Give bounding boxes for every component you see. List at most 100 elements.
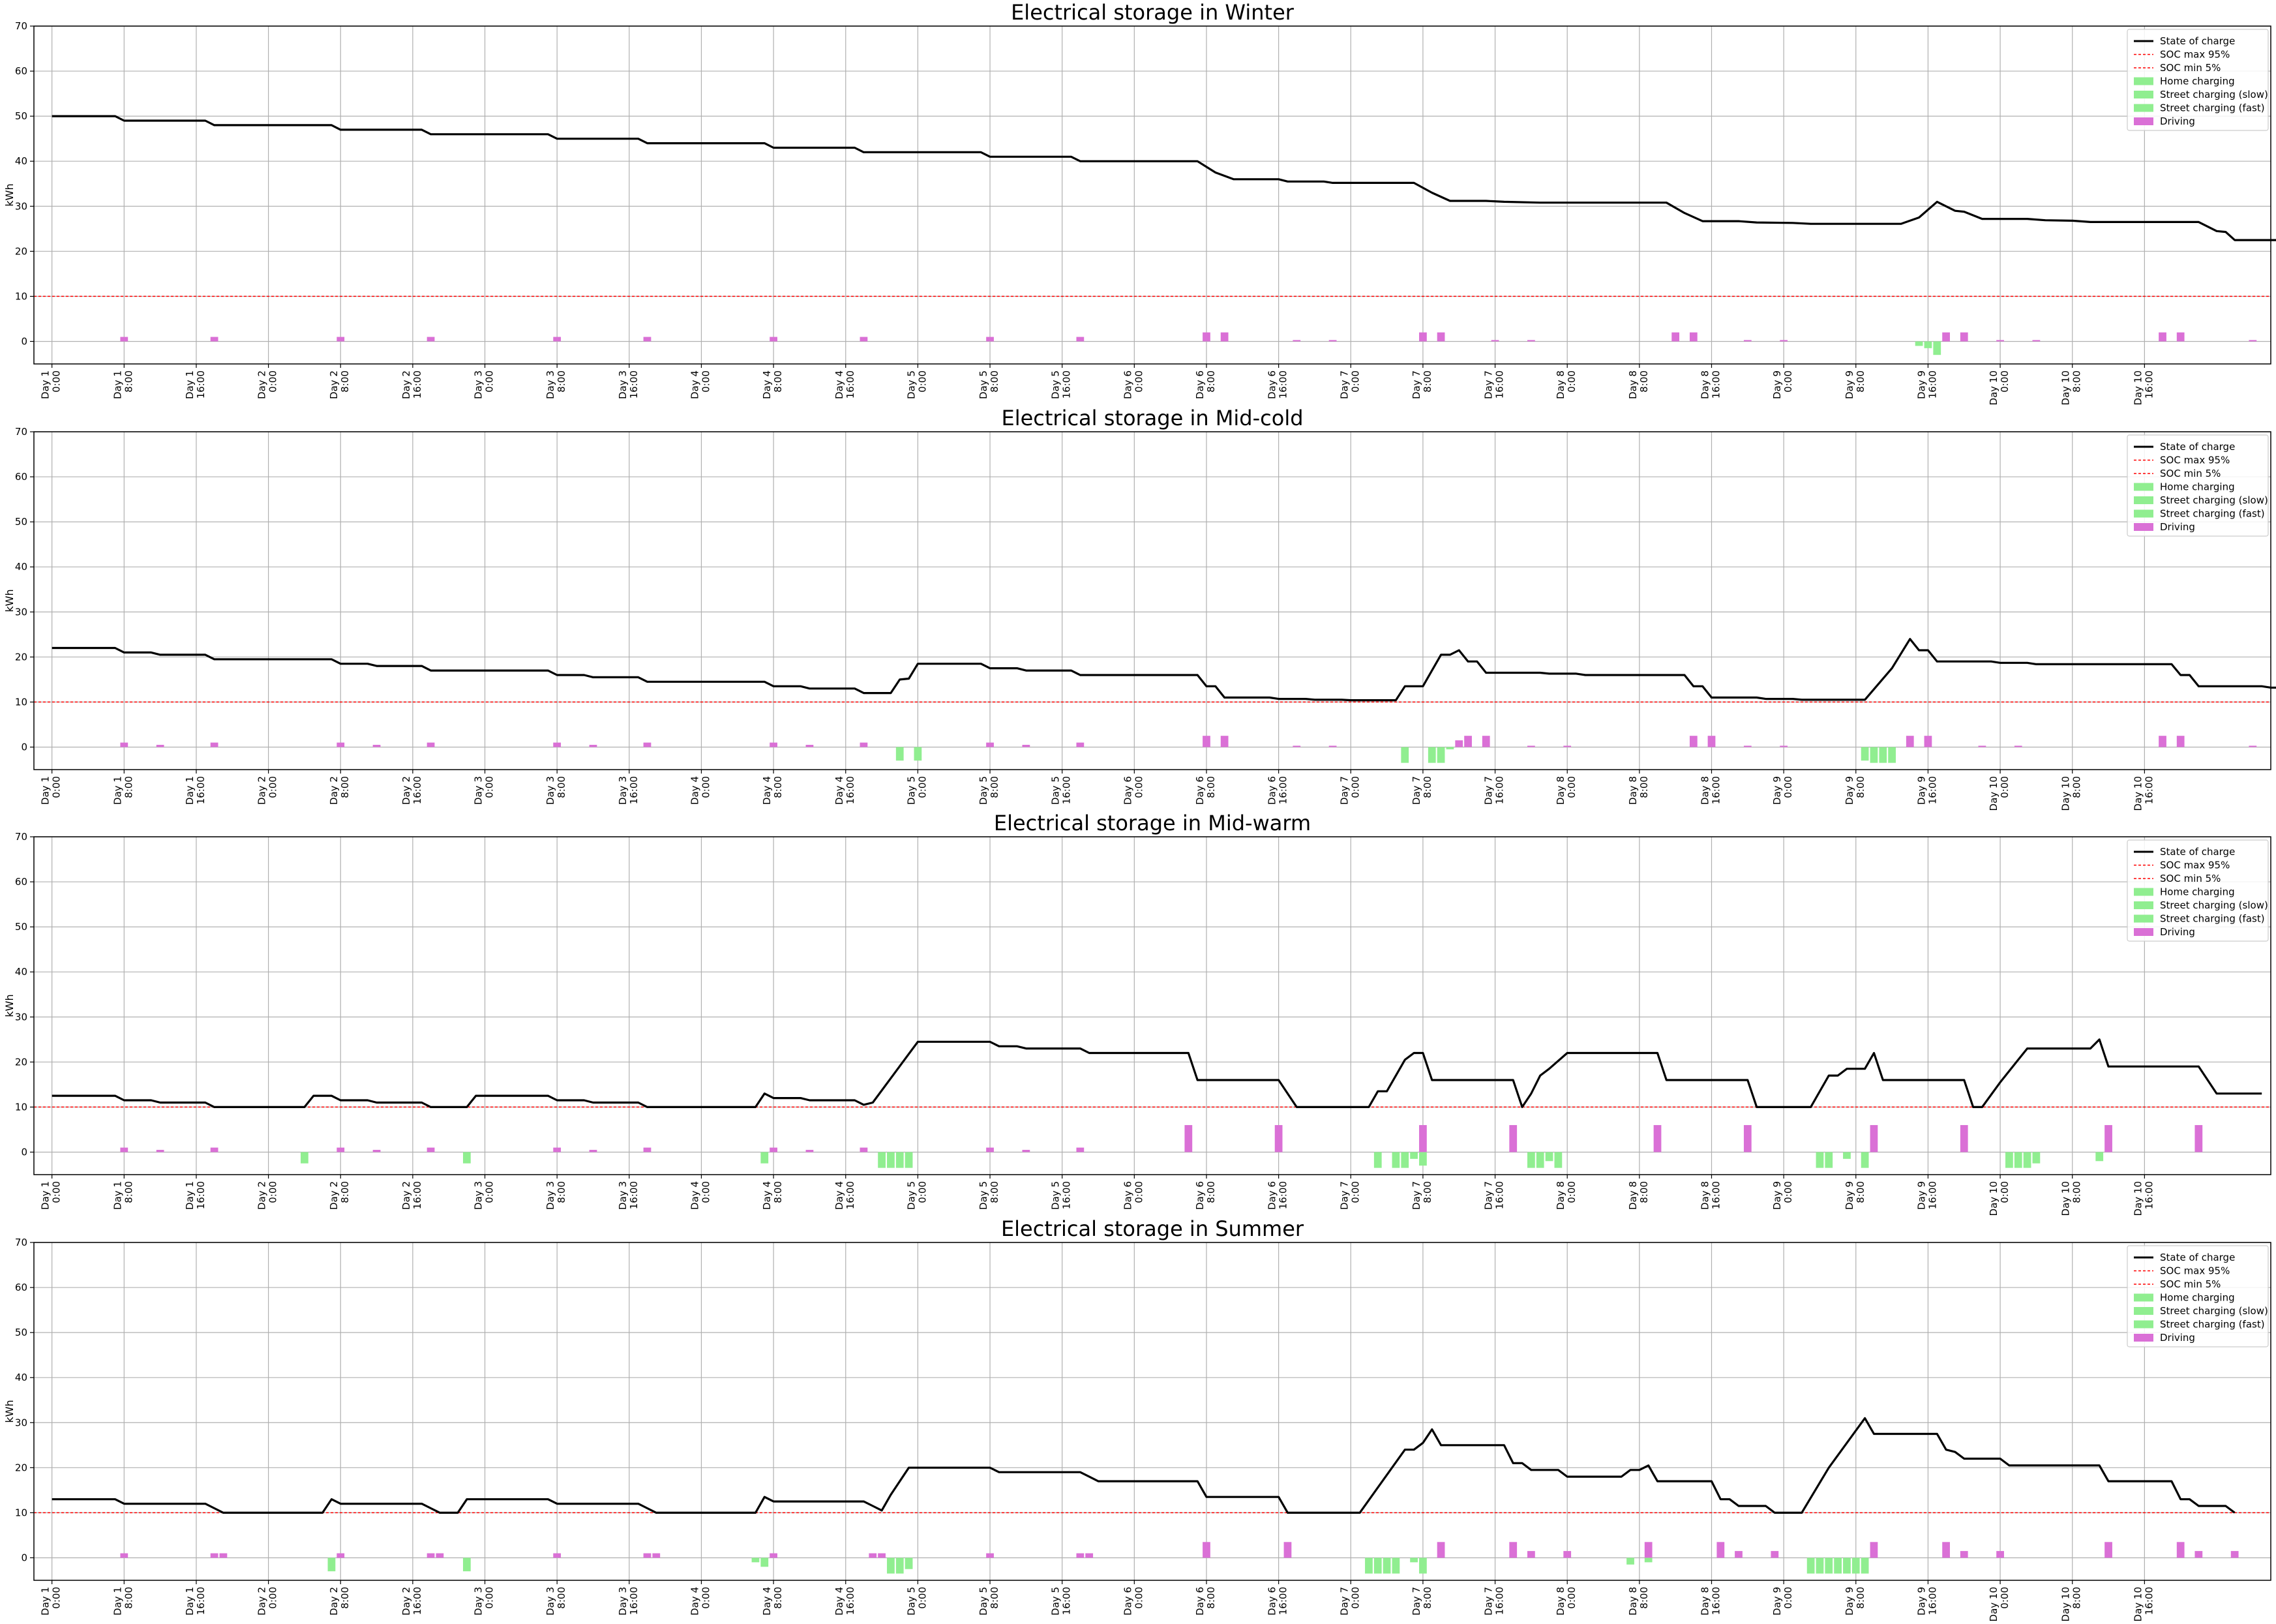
x-tick-label: Day 2 8:00 <box>328 370 351 399</box>
y-tick-label: 70 <box>15 426 27 438</box>
driving-bar <box>1960 332 1968 342</box>
x-tick-time: 0:00 <box>1782 1181 1794 1203</box>
x-tick-day: Day 4 <box>761 1181 773 1210</box>
driving-bar <box>1942 1542 1950 1558</box>
driving-bar <box>1644 1542 1653 1558</box>
x-tick-label: Day 5 8:00 <box>978 1587 1000 1616</box>
x-tick-time: 16:00 <box>1926 1181 1938 1209</box>
charging-bar <box>1933 341 1941 355</box>
x-tick-time: 16:00 <box>845 370 856 398</box>
x-tick-label: Day 3 16:00 <box>617 1587 640 1616</box>
x-tick-label: Day 10 8:00 <box>2060 1587 2083 1621</box>
charging-bar <box>1644 1557 1653 1563</box>
plot-frame <box>33 836 2271 1175</box>
x-tick-label: Day 6 8:00 <box>1194 370 1217 399</box>
x-tick-time: 8:00 <box>2071 1181 2083 1203</box>
x-tick-time: 0:00 <box>1133 1181 1145 1203</box>
x-tick-day: Day 8 <box>1555 370 1566 399</box>
charging-bar <box>905 1557 913 1569</box>
y-tick-label: 30 <box>15 200 27 212</box>
x-tick-label: Day 2 8:00 <box>328 1587 351 1616</box>
y-tick-label: 50 <box>15 110 27 122</box>
x-tick-time: 8:00 <box>2071 370 2083 393</box>
legend-label: Driving <box>2160 926 2195 938</box>
driving-bar <box>427 1553 435 1558</box>
x-tick-time: 16:00 <box>628 1181 640 1209</box>
x-tick-time: 8:00 <box>123 370 134 393</box>
legend-label: Street charging (slow) <box>2160 1305 2268 1317</box>
driving-bar <box>860 337 868 342</box>
legend-swatch <box>2134 483 2153 491</box>
x-tick-time: 8:00 <box>989 370 1000 393</box>
x-tick-time: 16:00 <box>412 1587 423 1615</box>
legend-label: SOC min 5% <box>2160 873 2221 884</box>
x-tick-day: Day 7 <box>1338 1587 1350 1616</box>
driving-bar <box>770 1553 777 1558</box>
x-tick-day: Day 2 <box>256 1587 268 1616</box>
y-tick-label: 20 <box>15 651 27 663</box>
driving-bar <box>1076 742 1085 747</box>
x-tick-time: 16:00 <box>1061 776 1073 804</box>
x-tick-day: Day 2 <box>256 776 268 805</box>
x-tick-label: Day 5 0:00 <box>905 1181 928 1210</box>
x-tick-day: Day 3 <box>545 370 556 399</box>
legend-label: State of charge <box>2160 35 2235 47</box>
x-tick-time: 8:00 <box>1422 1587 1433 1609</box>
x-tick-day: Day 3 <box>473 370 485 399</box>
x-tick-time: 16:00 <box>1278 1587 1289 1615</box>
x-tick-day: Day 6 <box>1194 776 1206 805</box>
charging-bar <box>1861 1557 1869 1574</box>
driving-bar <box>2104 1542 2112 1558</box>
driving-bar <box>878 1553 886 1558</box>
x-tick-time: 0:00 <box>51 370 63 393</box>
x-tick-day: Day 1 <box>112 1181 123 1210</box>
x-tick-time: 16:00 <box>2143 1181 2155 1209</box>
legend-label: Driving <box>2160 1332 2195 1344</box>
x-tick-time: 16:00 <box>195 370 207 398</box>
driving-bar <box>1491 340 1499 342</box>
chart-title: Electrical storage in Summer <box>1001 1216 1304 1241</box>
x-tick-label: Day 2 0:00 <box>256 1587 279 1616</box>
x-tick-label: Day 2 0:00 <box>256 1181 279 1210</box>
x-tick-time: 0:00 <box>51 1587 63 1609</box>
chart-panel-4: Electrical storage in Summer 0 10 20 30 40 50 6… <box>3 1216 2271 1621</box>
x-tick-day: Day 10 <box>2060 776 2072 811</box>
x-tick-label: Day 1 16:00 <box>184 776 207 805</box>
charging-bar <box>751 1557 760 1563</box>
legend-box <box>2127 839 2269 942</box>
x-tick-day: Day 5 <box>1050 1181 1062 1210</box>
driving-bar <box>2249 745 2257 747</box>
x-tick-label: Day 6 8:00 <box>1194 776 1217 805</box>
driving-bar <box>1960 1125 1968 1152</box>
x-tick-day: Day 7 <box>1483 1181 1495 1210</box>
legend-swatch <box>2134 1307 2153 1315</box>
x-tick-label: Day 6 8:00 <box>1194 1587 1217 1616</box>
x-tick-day: Day 10 <box>1988 1587 1999 1621</box>
y-tick-label: 40 <box>15 966 27 978</box>
x-tick-label: Day 3 16:00 <box>617 1181 640 1210</box>
y-tick-label: 10 <box>15 1507 27 1518</box>
y-tick-label: 10 <box>15 290 27 302</box>
x-tick-day: Day 7 <box>1338 1181 1350 1210</box>
x-tick-day: Day 9 <box>1915 370 1927 399</box>
charging-bar <box>895 1557 904 1574</box>
driving-bar <box>1464 736 1472 747</box>
x-tick-label: Day 2 0:00 <box>256 776 279 805</box>
legend-label: Home charging <box>2160 1292 2235 1304</box>
driving-bar <box>427 742 435 747</box>
driving-bar <box>770 742 777 747</box>
x-tick-time: 0:00 <box>916 776 928 798</box>
x-tick-day: Day 6 <box>1266 1587 1278 1616</box>
driving-bar <box>643 337 651 342</box>
x-tick-label: Day 8 0:00 <box>1555 370 1578 399</box>
x-tick-label: Day 4 0:00 <box>689 1587 711 1616</box>
legend-label: SOC min 5% <box>2160 468 2221 479</box>
charging-bar <box>1806 1557 1815 1574</box>
soc-line <box>52 1417 2236 1514</box>
driving-bar <box>1076 1553 1085 1558</box>
x-tick-time: 8:00 <box>1638 776 1650 798</box>
x-tick-label: Day 10 8:00 <box>2060 370 2083 405</box>
legend-swatch <box>2134 1320 2153 1329</box>
x-tick-label: Day 6 16:00 <box>1266 776 1289 805</box>
y-tick-label: 30 <box>15 606 27 618</box>
